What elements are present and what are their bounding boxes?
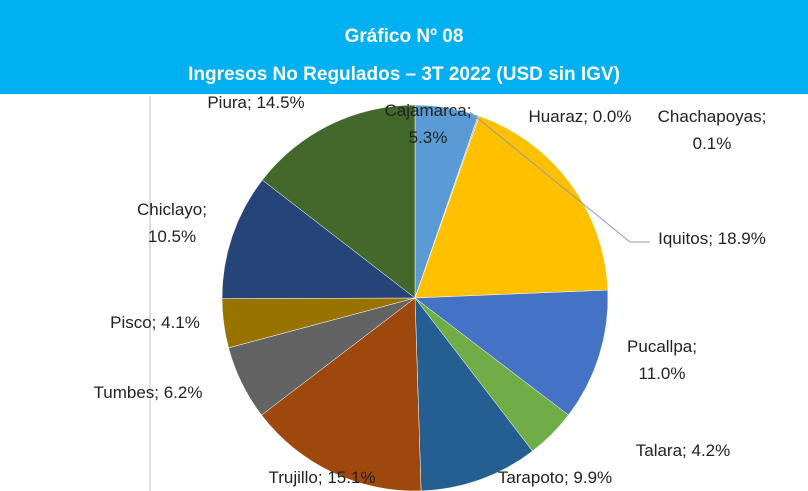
chart-title: Gráfico Nº 08: [345, 26, 464, 47]
data-label: Cajamarca; 5.3%: [385, 101, 472, 147]
data-label: Tarapoto; 9.9%: [498, 468, 612, 487]
data-label: Chachapoyas; 0.1%: [658, 107, 767, 153]
data-label: Piura; 14.5%: [207, 93, 304, 112]
chart-subtitle: Ingresos No Regulados – 3T 2022 (USD sin…: [188, 64, 620, 85]
data-label: Huaraz; 0.0%: [529, 107, 632, 126]
data-label: Trujillo; 15.1%: [268, 468, 375, 487]
data-label: Pisco; 4.1%: [110, 313, 200, 332]
pie-slice: [414, 289, 609, 416]
data-label: Talara; 4.2%: [636, 441, 731, 460]
data-label: Tumbes; 6.2%: [94, 383, 203, 402]
header-band: [0, 0, 808, 94]
pie-slice: [261, 104, 416, 299]
pie-slice: [414, 115, 609, 299]
data-label: Pucallpa; 11.0%: [627, 337, 697, 383]
data-label: Iquitos; 18.9%: [658, 229, 766, 248]
pie-slice: [221, 179, 416, 299]
leader-line: [469, 111, 631, 243]
data-label: Chiclayo; 10.5%: [137, 200, 207, 246]
